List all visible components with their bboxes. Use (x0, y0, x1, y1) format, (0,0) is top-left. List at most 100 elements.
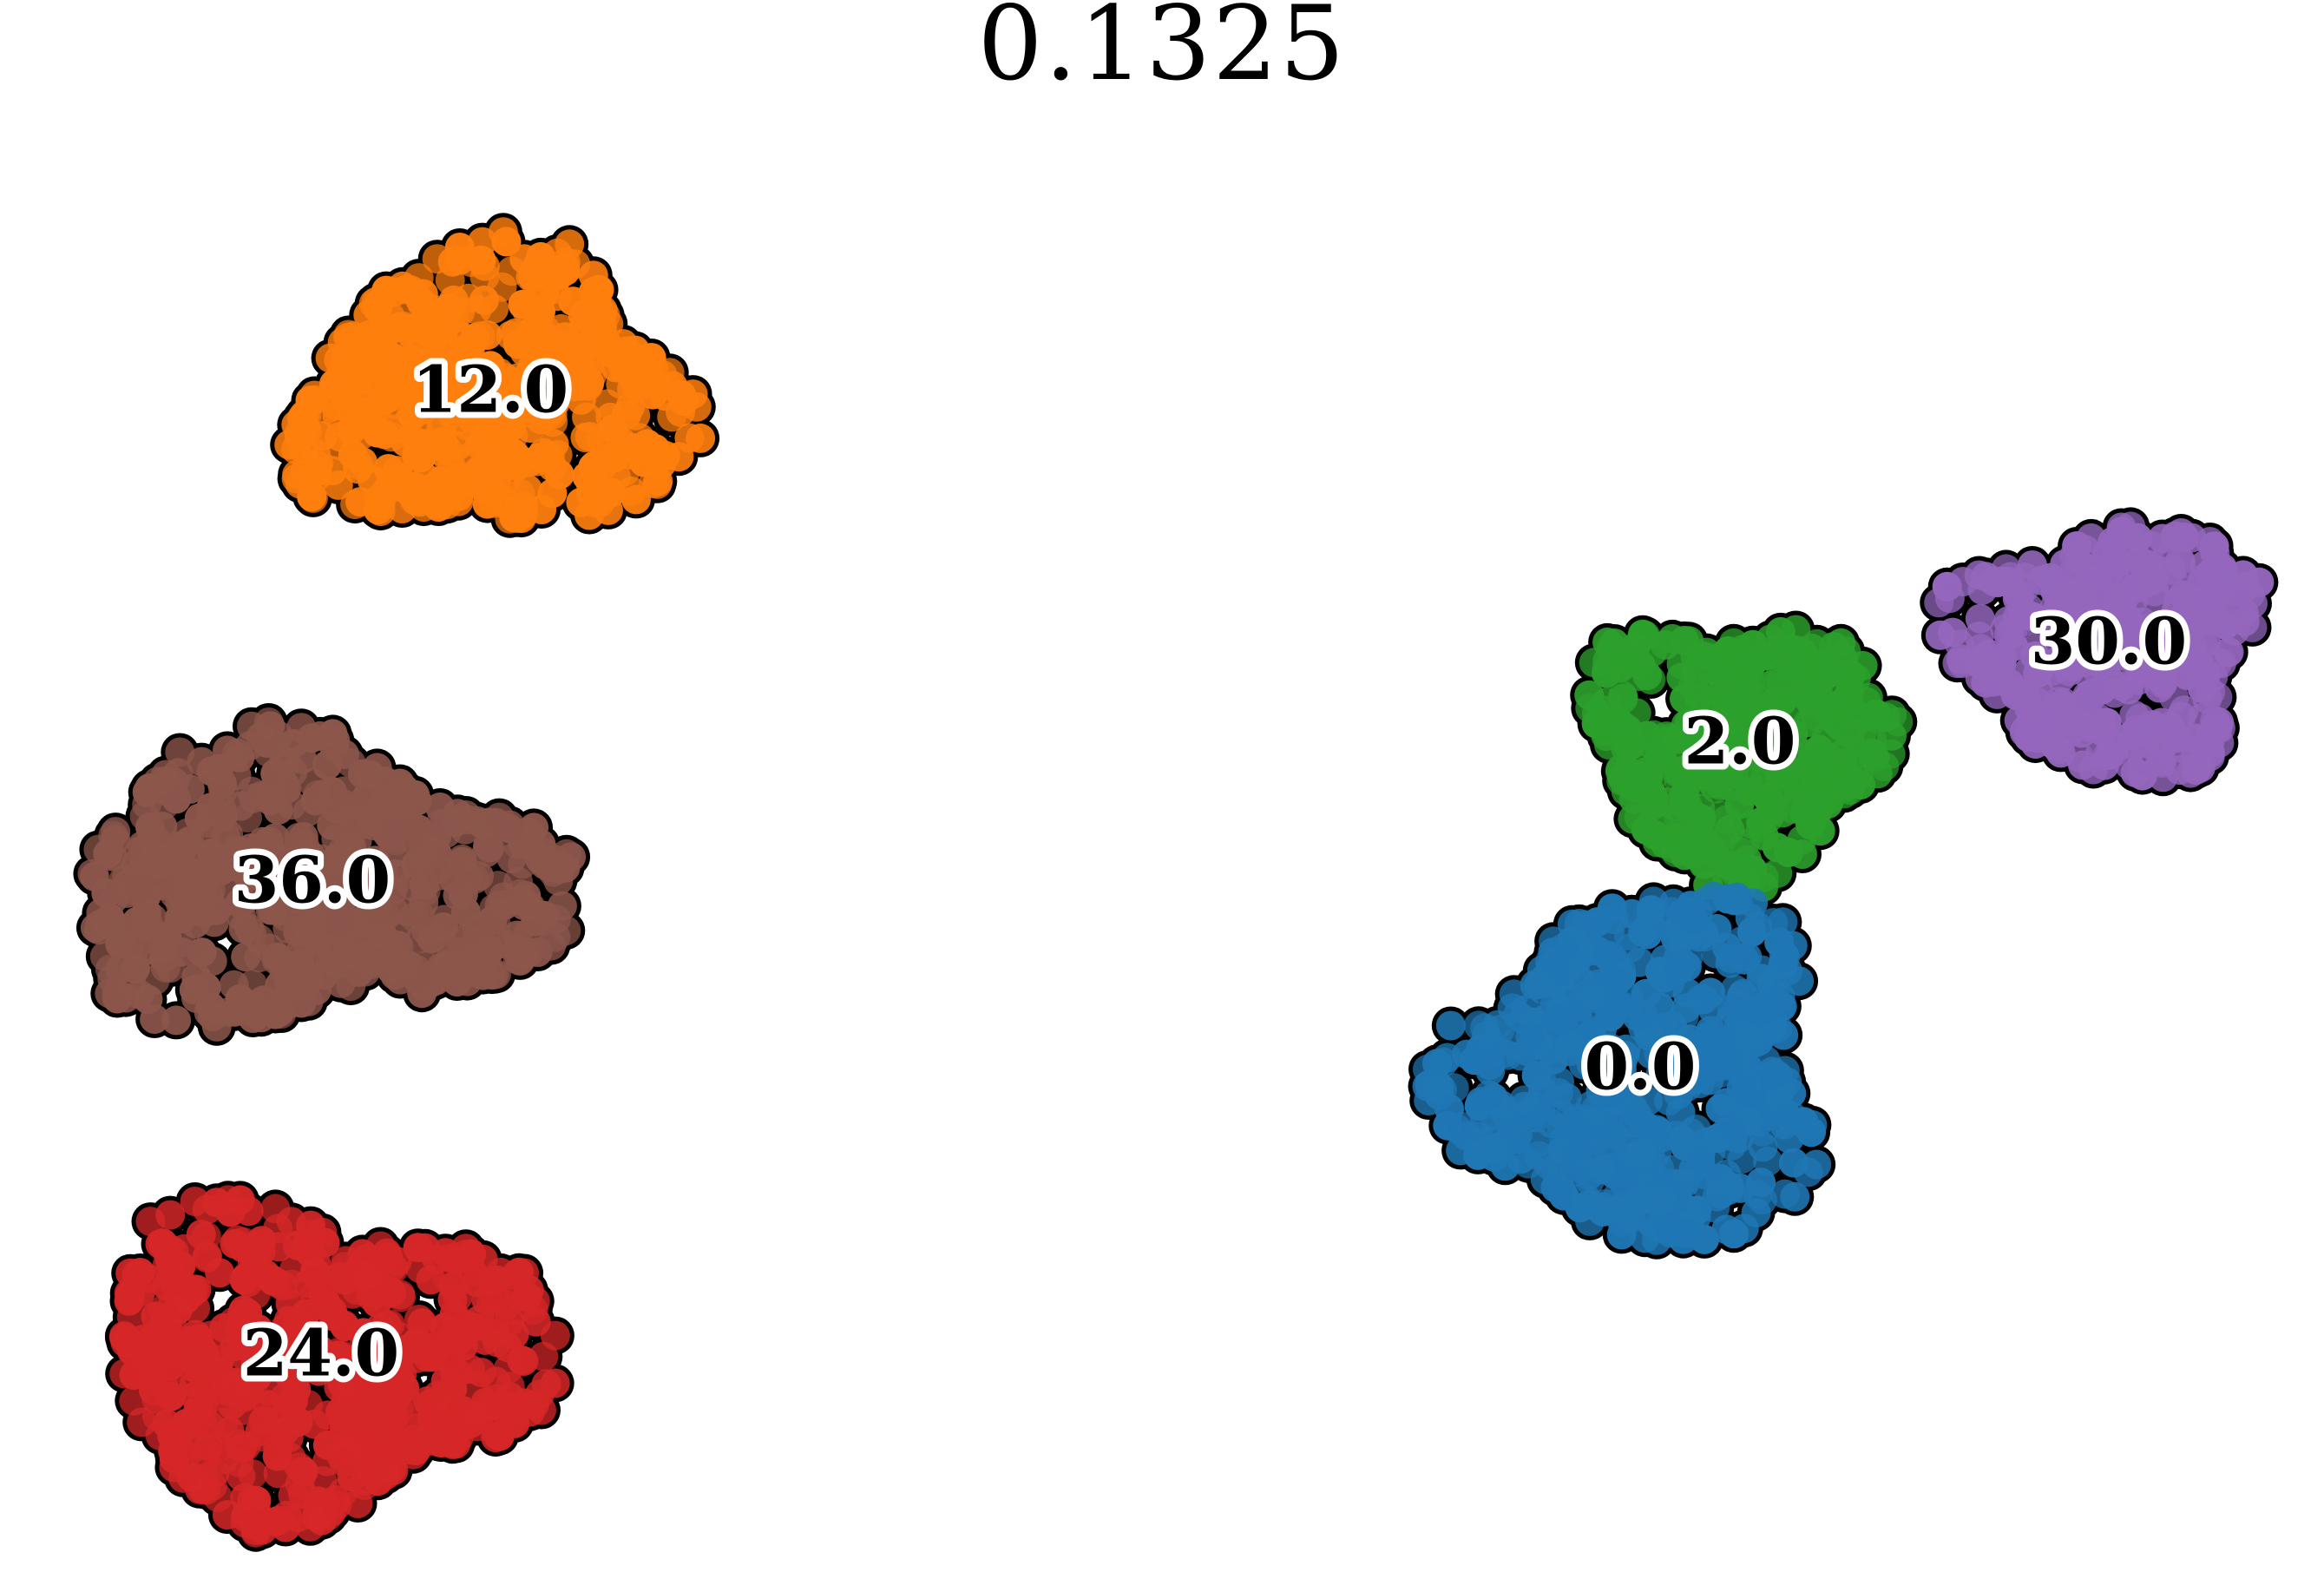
point-cluster-24-0 (437, 1388, 468, 1418)
point-cluster-12-0 (333, 319, 364, 350)
point-cluster-12-0 (640, 370, 670, 400)
point-cluster-36-0 (253, 707, 284, 737)
point-cluster-36-0 (237, 918, 266, 948)
point-cluster-12-0 (585, 488, 615, 518)
point-cluster-36-0 (142, 766, 173, 797)
point-cluster-24-0 (179, 1368, 209, 1398)
point-cluster-12-0 (364, 289, 393, 319)
point-cluster-36-0 (538, 857, 568, 887)
point-cluster-24-0 (187, 1410, 218, 1440)
point-cluster-36-0 (379, 817, 410, 847)
point-cluster-36-0 (202, 847, 233, 878)
point-cluster-36-0 (483, 871, 513, 901)
point-cluster-12-0 (437, 247, 468, 277)
point-cluster-36-0 (279, 728, 309, 759)
point-cluster-24-0 (446, 1312, 476, 1343)
point-cluster-12-0 (383, 373, 413, 404)
point-cluster-36-0 (354, 950, 384, 980)
point-cluster-36-0 (471, 837, 502, 867)
point-cluster-2-0 (1631, 814, 1662, 845)
point-cluster-36-0 (389, 951, 418, 981)
point-cluster-36-0 (86, 898, 116, 928)
point-cluster-24-0 (264, 1232, 294, 1262)
point-cluster-12-0 (375, 345, 405, 376)
point-cluster-2-0 (1719, 857, 1750, 886)
point-cluster-36-0 (79, 861, 109, 891)
point-cluster-24-0 (262, 1267, 292, 1298)
point-cluster-36-0 (148, 933, 179, 964)
point-cluster-2-0 (1776, 634, 1806, 664)
point-cluster-12-0 (568, 323, 598, 353)
point-cluster-2-0 (1875, 739, 1906, 769)
point-cluster-36-0 (305, 720, 335, 751)
point-cluster-36-0 (161, 1005, 192, 1036)
point-cluster-36-0 (165, 737, 195, 767)
point-cluster-24-0 (232, 1261, 262, 1292)
point-cluster-2-0 (1674, 626, 1704, 656)
point-cluster-12-0 (595, 402, 626, 432)
point-cluster-24-0 (410, 1233, 440, 1263)
point-cluster-24-0 (480, 1283, 510, 1313)
point-cluster-36-0 (505, 945, 535, 976)
point-cluster-2-0 (1766, 664, 1796, 694)
point-cluster-12-0 (542, 238, 573, 268)
point-cluster-12-0 (361, 395, 391, 425)
point-cluster-36-0 (225, 983, 255, 1014)
point-cluster-2-0 (1818, 632, 1848, 661)
point-cluster-2-0 (1774, 838, 1803, 867)
point-cluster-36-0 (368, 921, 398, 951)
point-cluster-2-0 (1638, 637, 1667, 668)
chart-title: 0.1325 (977, 0, 1347, 103)
point-cluster-2-0 (1624, 760, 1654, 791)
point-cluster-12-0 (646, 442, 676, 472)
point-cluster-2-0 (1670, 840, 1700, 871)
point-cluster-36-0 (197, 946, 227, 977)
point-cluster-12-0 (488, 217, 518, 247)
point-cluster-24-0 (141, 1345, 171, 1375)
point-cluster-36-0 (511, 881, 542, 911)
point-cluster-12-0 (542, 439, 573, 470)
point-cluster-36-0 (213, 735, 242, 766)
point-cluster-12-0 (312, 394, 342, 424)
point-cluster-24-0 (292, 1229, 323, 1260)
point-cluster-36-0 (536, 931, 567, 961)
point-cluster-2-0 (1812, 741, 1842, 772)
point-cluster-12-0 (460, 323, 490, 353)
point-cluster-36-0 (547, 891, 577, 921)
point-cluster-24-0 (493, 1354, 523, 1385)
point-cluster-24-0 (203, 1482, 233, 1512)
point-cluster-2-0 (1792, 790, 1822, 820)
point-cluster-36-0 (196, 992, 226, 1022)
point-cluster-24-0 (365, 1414, 396, 1444)
point-cluster-2-0 (1729, 660, 1759, 690)
point-cluster-12-0 (638, 468, 668, 498)
point-cluster-24-0 (484, 1398, 515, 1429)
point-cluster-24-0 (157, 1421, 187, 1451)
point-cluster-36-0 (121, 931, 152, 961)
point-cluster-12-0 (509, 244, 540, 274)
point-cluster-24-0 (300, 1280, 331, 1310)
point-cluster-24-0 (283, 1407, 313, 1437)
point-cluster-36-0 (402, 786, 432, 816)
point-cluster-12-0 (610, 457, 640, 487)
point-cluster-24-0 (443, 1422, 474, 1452)
point-cluster-12-0 (336, 415, 366, 445)
point-cluster-36-0 (263, 795, 293, 826)
point-cluster-2-0 (1660, 792, 1690, 822)
point-cluster-36-0 (362, 753, 392, 783)
point-cluster-12-0 (365, 497, 396, 527)
point-cluster-36-0 (165, 888, 195, 918)
point-cluster-36-0 (221, 760, 252, 791)
point-cluster-24-0 (540, 1320, 570, 1351)
point-cluster-12-0 (443, 486, 474, 516)
point-cluster-36-0 (129, 801, 160, 832)
point-cluster-12-0 (496, 320, 526, 351)
point-cluster-12-0 (508, 499, 538, 530)
point-cluster-12-0 (666, 379, 697, 410)
point-cluster-12-0 (389, 311, 418, 341)
point-cluster-24-0 (192, 1194, 222, 1225)
point-cluster-2-0 (1745, 806, 1776, 837)
point-cluster-24-0 (148, 1295, 178, 1326)
point-cluster-12-0 (282, 459, 312, 490)
